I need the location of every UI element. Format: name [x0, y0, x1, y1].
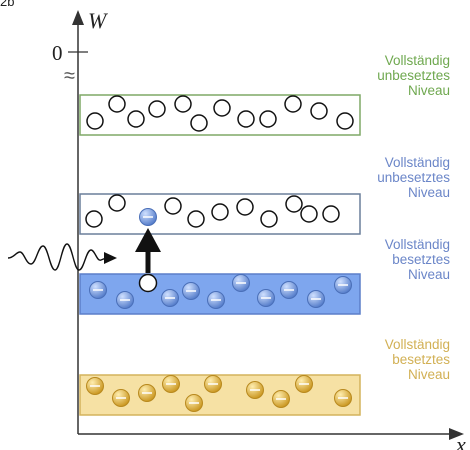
hole [236, 198, 254, 216]
hole [108, 194, 126, 212]
band-label-valence: Vollständig besetztes Niveau [385, 237, 450, 282]
x-axis-arrowhead [449, 428, 464, 440]
conduction-band-holes [85, 194, 340, 228]
electron [86, 377, 104, 395]
label-line: Niveau [407, 267, 450, 282]
label-line: Vollständig [384, 155, 450, 170]
electron [280, 281, 298, 299]
hole [237, 110, 255, 128]
electron [185, 394, 203, 412]
label-line: unbesetztes [377, 170, 450, 185]
hole [300, 205, 318, 223]
hole [190, 114, 208, 132]
hole [213, 99, 231, 117]
electron [112, 389, 130, 407]
y-axis-arrowhead [72, 10, 84, 25]
electron [272, 390, 290, 408]
electron [138, 384, 156, 402]
electron [232, 274, 250, 292]
hole [260, 210, 278, 228]
label-line: Niveau [407, 83, 450, 98]
label-line: Vollständig [384, 337, 450, 352]
electron [161, 289, 179, 307]
band-label-conduction: Vollständig unbesetztes Niveau [377, 155, 450, 200]
electron [334, 276, 352, 294]
label-line: besetztes [392, 252, 450, 267]
hole [322, 205, 340, 223]
label-line: Niveau [407, 367, 450, 382]
band-label-core: Vollständig besetztes Niveau [385, 337, 450, 382]
electron [116, 291, 134, 309]
label-line: Vollständig [384, 237, 450, 252]
electron [204, 375, 222, 393]
up-arrow-icon [135, 228, 161, 273]
figure-number: 2b [0, 0, 15, 9]
core-band-electrons [86, 375, 352, 412]
label-line: unbesetztes [377, 68, 450, 83]
electron [307, 290, 325, 308]
electron [257, 289, 275, 307]
electron [207, 291, 225, 309]
hole [85, 210, 103, 228]
electron [182, 282, 200, 300]
zero-label: 0 [52, 41, 63, 65]
y-axis-label: W [88, 8, 108, 33]
hole [86, 112, 104, 130]
hole [211, 203, 229, 221]
hole [187, 210, 205, 228]
band-label-top: Vollständig unbesetztes Niveau [377, 53, 450, 98]
hole [284, 95, 302, 113]
label-line: Vollständig [384, 53, 450, 68]
excited-electron [139, 208, 157, 226]
hole [164, 197, 182, 215]
hole [174, 95, 192, 113]
hole [108, 95, 126, 113]
electron [246, 381, 264, 399]
axis-break-mark: ≈ [64, 65, 75, 87]
hole [285, 195, 303, 213]
top-band-holes [86, 95, 354, 132]
label-line: besetztes [392, 352, 450, 367]
x-axis-label: x [455, 432, 466, 450]
hole [310, 102, 328, 120]
hole [148, 100, 166, 118]
electron [162, 375, 180, 393]
electron [295, 375, 313, 393]
hole [336, 112, 354, 130]
hole [259, 110, 277, 128]
wavy-photon-arrow-icon [7, 243, 117, 271]
valence-hole [138, 273, 158, 293]
label-line: Niveau [407, 185, 450, 200]
electron [334, 389, 352, 407]
hole [127, 110, 145, 128]
electron [89, 281, 107, 299]
valence-band-electrons [89, 274, 352, 309]
